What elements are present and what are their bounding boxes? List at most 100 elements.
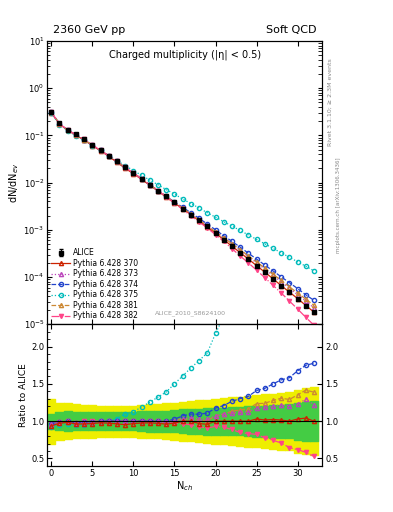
Pythia 6.428 375	[263, 241, 267, 247]
Pythia 6.428 382	[57, 121, 62, 127]
Pythia 6.428 374	[213, 227, 218, 233]
Pythia 6.428 370	[205, 224, 209, 230]
Pythia 6.428 374	[107, 153, 111, 159]
Pythia 6.428 373	[65, 127, 70, 133]
Text: Rivet 3.1.10; ≥ 2.3M events: Rivet 3.1.10; ≥ 2.3M events	[328, 58, 333, 146]
Pythia 6.428 382	[164, 194, 169, 200]
Pythia 6.428 382	[271, 282, 275, 288]
Pythia 6.428 374	[82, 137, 86, 143]
Pythia 6.428 381	[147, 182, 152, 188]
Pythia 6.428 382	[139, 176, 144, 182]
Pythia 6.428 381	[73, 132, 78, 138]
Pythia 6.428 375	[98, 147, 103, 154]
Pythia 6.428 375	[73, 133, 78, 139]
Pythia 6.428 381	[197, 217, 202, 223]
Line: Pythia 6.428 370: Pythia 6.428 370	[49, 111, 316, 314]
Pythia 6.428 382	[98, 147, 103, 154]
Pythia 6.428 381	[287, 284, 292, 290]
Line: Pythia 6.428 382: Pythia 6.428 382	[49, 110, 316, 327]
Pythia 6.428 370	[197, 218, 202, 224]
Pythia 6.428 370	[303, 303, 308, 309]
Pythia 6.428 373	[57, 121, 62, 127]
Pythia 6.428 370	[123, 165, 128, 172]
Pythia 6.428 370	[189, 211, 193, 218]
Pythia 6.428 370	[238, 249, 242, 255]
Line: Pythia 6.428 375: Pythia 6.428 375	[49, 111, 316, 273]
Pythia 6.428 373	[49, 109, 53, 115]
Pythia 6.428 370	[82, 137, 86, 143]
Pythia 6.428 382	[279, 290, 284, 296]
Pythia 6.428 381	[205, 223, 209, 229]
Pythia 6.428 370	[156, 188, 160, 194]
Pythia 6.428 370	[65, 127, 70, 134]
Pythia 6.428 375	[287, 254, 292, 261]
Pythia 6.428 373	[263, 266, 267, 272]
Pythia 6.428 381	[279, 278, 284, 284]
Line: Pythia 6.428 373: Pythia 6.428 373	[49, 110, 316, 310]
Pythia 6.428 381	[221, 234, 226, 241]
Pythia 6.428 375	[65, 128, 70, 134]
Pythia 6.428 374	[254, 256, 259, 262]
Pythia 6.428 373	[164, 194, 169, 200]
Pythia 6.428 373	[271, 272, 275, 279]
Pythia 6.428 375	[180, 196, 185, 202]
Pythia 6.428 374	[287, 280, 292, 286]
Pythia 6.428 370	[230, 243, 234, 249]
Pythia 6.428 373	[246, 253, 251, 260]
Pythia 6.428 374	[73, 132, 78, 138]
Pythia 6.428 381	[189, 211, 193, 217]
Pythia 6.428 381	[303, 296, 308, 302]
Pythia 6.428 375	[49, 110, 53, 116]
Pythia 6.428 370	[221, 237, 226, 243]
Pythia 6.428 373	[73, 132, 78, 138]
Pythia 6.428 370	[254, 263, 259, 269]
Pythia 6.428 382	[221, 238, 226, 244]
Pythia 6.428 381	[172, 199, 177, 205]
Pythia 6.428 373	[295, 292, 300, 298]
Pythia 6.428 375	[246, 232, 251, 238]
Pythia 6.428 375	[254, 237, 259, 243]
Pythia 6.428 382	[303, 314, 308, 321]
Pythia 6.428 370	[295, 295, 300, 302]
Pythia 6.428 374	[139, 176, 144, 182]
Pythia 6.428 374	[123, 164, 128, 170]
Pythia 6.428 381	[139, 176, 144, 182]
Pythia 6.428 374	[65, 127, 70, 133]
Pythia 6.428 374	[246, 250, 251, 257]
Pythia 6.428 381	[230, 241, 234, 247]
Pythia 6.428 375	[115, 158, 119, 164]
Pythia 6.428 370	[147, 182, 152, 188]
Pythia 6.428 373	[82, 137, 86, 143]
Text: 2360 GeV pp: 2360 GeV pp	[53, 25, 125, 35]
Pythia 6.428 375	[164, 186, 169, 193]
Pythia 6.428 373	[90, 142, 95, 148]
Pythia 6.428 381	[271, 271, 275, 278]
Pythia 6.428 373	[221, 234, 226, 241]
Pythia 6.428 370	[246, 256, 251, 262]
Pythia 6.428 374	[205, 221, 209, 227]
Pythia 6.428 374	[238, 244, 242, 250]
Pythia 6.428 370	[180, 206, 185, 212]
Pythia 6.428 382	[263, 274, 267, 281]
Pythia 6.428 374	[172, 199, 177, 205]
Text: Soft QCD: Soft QCD	[266, 25, 317, 35]
Pythia 6.428 373	[312, 305, 316, 311]
Pythia 6.428 370	[107, 153, 111, 159]
Pythia 6.428 375	[147, 177, 152, 183]
Pythia 6.428 370	[164, 194, 169, 200]
Pythia 6.428 370	[115, 159, 119, 165]
Pythia 6.428 382	[107, 153, 111, 159]
Legend: ALICE, Pythia 6.428 370, Pythia 6.428 373, Pythia 6.428 374, Pythia 6.428 375, P: ALICE, Pythia 6.428 370, Pythia 6.428 37…	[50, 247, 140, 322]
Pythia 6.428 370	[139, 176, 144, 182]
Y-axis label: dN/dN$_{ev}$: dN/dN$_{ev}$	[7, 162, 20, 203]
Pythia 6.428 370	[90, 142, 95, 148]
Pythia 6.428 373	[123, 164, 128, 170]
Pythia 6.428 381	[295, 290, 300, 296]
Pythia 6.428 382	[213, 231, 218, 238]
Pythia 6.428 375	[230, 223, 234, 229]
Pythia 6.428 374	[230, 238, 234, 244]
Pythia 6.428 375	[172, 191, 177, 197]
Pythia 6.428 382	[295, 306, 300, 312]
Pythia 6.428 370	[271, 275, 275, 282]
Pythia 6.428 381	[107, 153, 111, 159]
